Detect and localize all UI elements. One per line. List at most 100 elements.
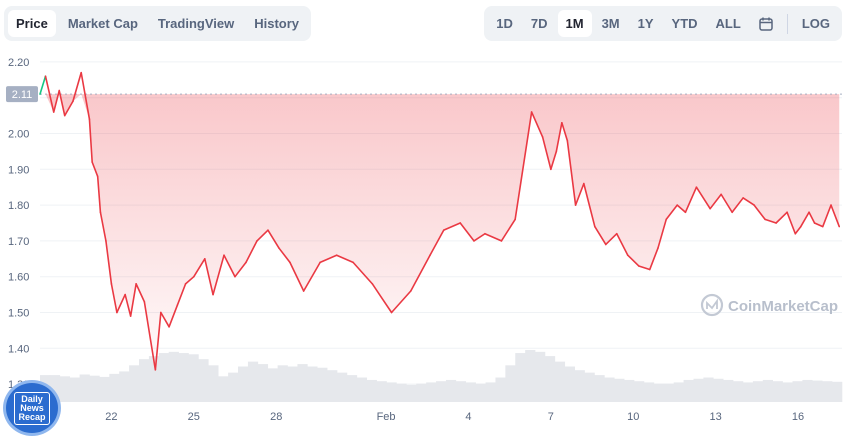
price-segment: [39, 75, 47, 95]
price-segment: [72, 71, 82, 103]
x-axis-labels: 22 25 28 Feb 4 7 10 13 16: [105, 411, 804, 423]
range-ytd[interactable]: YTD: [671, 16, 698, 31]
price-segment: [193, 258, 206, 278]
x-tick-label: 25: [188, 411, 200, 423]
volume-bar: [208, 365, 219, 402]
price-segment: [371, 283, 393, 314]
tab-price[interactable]: Price: [8, 10, 56, 37]
volume-bar: [386, 382, 397, 402]
range-1m[interactable]: 1M: [557, 10, 592, 37]
range-7d[interactable]: 7D: [530, 16, 548, 31]
range-1y[interactable]: 1Y: [637, 16, 654, 31]
volume-bar: [772, 381, 783, 402]
price-segment: [764, 218, 777, 224]
watermark-text: CoinMarketCap: [728, 298, 838, 315]
log-toggle[interactable]: LOG: [801, 16, 830, 31]
range-3m[interactable]: 3M: [601, 16, 620, 31]
volume-bar: [554, 361, 566, 402]
price-segment: [731, 197, 744, 214]
range-1d[interactable]: 1D: [496, 16, 513, 31]
volume-bar: [634, 381, 645, 402]
range-all[interactable]: ALL: [715, 16, 741, 31]
price-segment: [684, 186, 698, 214]
price-segment: [583, 182, 596, 228]
price-segment: [813, 222, 824, 228]
volume-bar: [297, 364, 308, 402]
price-segment: [160, 311, 170, 328]
volume-bar: [356, 377, 368, 402]
price-chart[interactable]: 1.301.401.501.601.701.801.902.002.102.20…: [0, 44, 850, 436]
price-segment: [566, 139, 577, 206]
price-segment: [604, 232, 618, 246]
tab-market-cap[interactable]: Market Cap: [67, 16, 138, 31]
volume-bar: [148, 356, 160, 402]
price-segment: [52, 89, 61, 113]
reference-tag-label: 2.11: [12, 89, 33, 101]
volume-bar: [624, 379, 635, 402]
price-segment: [319, 254, 338, 264]
price-segment: [574, 182, 585, 206]
price-segment: [91, 161, 99, 178]
price-segment: [657, 218, 668, 249]
watermark: CoinMarketCap: [700, 293, 838, 317]
price-segment: [561, 121, 569, 142]
price-segment: [99, 211, 107, 242]
volume-bar: [396, 383, 407, 402]
calendar-icon[interactable]: [751, 10, 781, 37]
volume-bar: [762, 379, 773, 402]
price-segment: [665, 204, 679, 221]
volume-bar: [792, 381, 803, 402]
volume-bar: [495, 377, 506, 402]
price-segment: [775, 211, 788, 224]
price-segment: [234, 261, 247, 278]
volume-bar: [89, 375, 100, 402]
price-segment: [335, 254, 354, 264]
price-segment: [500, 218, 516, 242]
price-segment: [135, 283, 146, 303]
tab-history[interactable]: History: [254, 16, 300, 31]
price-segment: [676, 204, 687, 214]
volume-bar: [188, 354, 199, 402]
volume-bar: [485, 382, 496, 402]
volume-bar: [218, 376, 229, 402]
volume-bar: [327, 370, 338, 402]
volume-bar: [584, 372, 595, 402]
volume-bar: [574, 370, 585, 402]
volume-bar: [505, 365, 516, 402]
price-segment: [143, 300, 157, 371]
volume-bar: [445, 379, 457, 402]
price-segment: [541, 136, 552, 171]
price-segment: [555, 121, 563, 153]
volume-bar: [643, 382, 655, 402]
volume-bar: [307, 366, 318, 402]
volume-bar: [168, 351, 179, 402]
price-segment: [184, 275, 195, 285]
price-segment: [786, 211, 797, 235]
volume-bar: [406, 384, 417, 402]
price-segment: [278, 247, 291, 264]
volume-bar: [317, 367, 328, 402]
x-tick-label: 7: [548, 411, 554, 423]
logo-line-2: News: [20, 402, 44, 413]
y-axis-labels: 1.301.401.501.601.701.801.902.002.102.20: [8, 57, 29, 391]
reference-tag-box: [6, 86, 38, 103]
volume-bar: [752, 381, 764, 402]
price-segment: [129, 283, 137, 317]
price-segment: [409, 254, 431, 292]
volume-bar: [594, 375, 605, 402]
price-segment: [267, 229, 280, 249]
logo-line-1: Daily: [21, 393, 43, 404]
x-tick-label: 22: [105, 411, 117, 423]
tab-tradingview[interactable]: TradingView: [157, 16, 235, 31]
volume-bar: [703, 377, 714, 402]
x-tick-label: 16: [792, 411, 804, 423]
price-segment: [800, 211, 810, 228]
volume-bar: [79, 374, 90, 402]
volume-bar: [119, 371, 130, 402]
below-reference-fill: [40, 94, 840, 370]
y-tick-label: 1.80: [8, 200, 29, 212]
volume-bar: [604, 377, 615, 402]
volume-bar: [267, 368, 278, 402]
price-segment: [530, 111, 544, 138]
price-segment: [794, 225, 802, 235]
